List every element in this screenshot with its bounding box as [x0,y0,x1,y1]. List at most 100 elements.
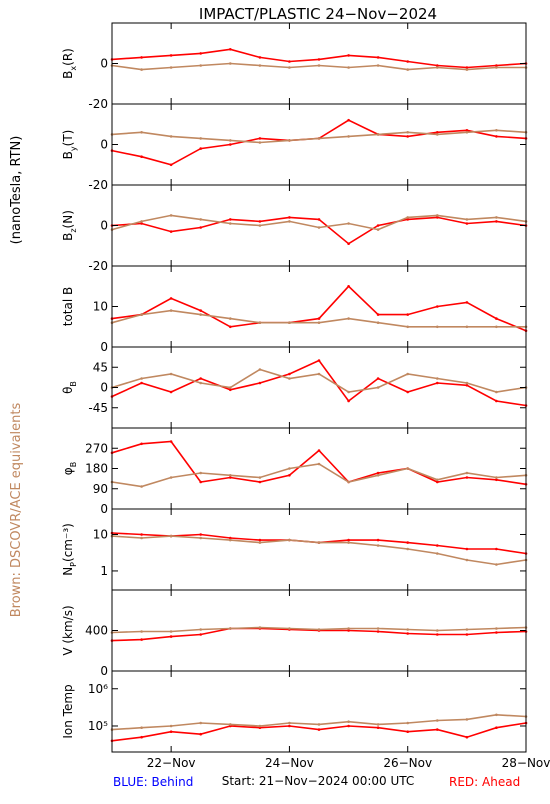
data-point [229,476,232,479]
data-point [140,377,143,380]
behind-legend: BLUE: Behind [113,775,193,789]
data-point [495,726,498,729]
data-point [258,220,262,223]
panel-frame [111,346,527,429]
y-axis-label: θB [61,381,78,394]
data-point [495,399,498,403]
y-axis-label-main: θ [61,387,75,394]
panel-theta: 45 0 -45 θB [61,346,528,429]
data-point [140,485,143,488]
data-point [406,216,410,219]
data-point [465,384,469,387]
y-axis-label-subscript: x [69,66,78,71]
data-point [406,60,410,63]
data-point [229,218,232,221]
data-point [376,386,380,389]
data-point [199,147,202,150]
data-point [317,541,321,544]
series-line-np-earth [111,535,527,566]
data-point [199,377,202,380]
data-point [376,627,380,630]
chart-title: IMPACT/PLASTIC 24−Nov−2024 [199,5,437,23]
data-point [140,222,143,225]
data-point [376,224,380,227]
data-point [317,226,321,229]
panel-frame [111,427,527,510]
y-axis-label-main: Ion Temp [61,684,75,738]
data-point [169,476,173,479]
y-tick-label: 0 [100,381,108,395]
data-point [199,732,202,736]
data-point [495,216,498,219]
y-tick-label: 10⁵ [88,719,108,733]
data-point [258,626,262,629]
data-point [199,721,202,725]
data-point [258,321,262,325]
data-point [229,139,232,142]
y-tick-label: 0 [100,502,108,516]
data-point [140,735,143,739]
data-point [465,131,469,134]
data-point [229,723,232,726]
series-line-by-ahead [111,119,527,166]
data-point [140,220,143,223]
data-point [288,538,291,542]
data-point [376,630,380,633]
x-tick-label: 22−Nov [147,756,196,770]
y-axis-label-suffix: (cm⁻³) [61,523,75,562]
data-point [317,218,321,221]
data-point [199,633,202,636]
data-point [347,629,350,632]
data-point [169,724,173,728]
y-axis-label-main: B [61,151,75,159]
data-point [229,388,232,392]
data-point [199,137,202,140]
data-point [258,224,262,227]
data-point [436,633,439,636]
panel-frame [111,22,527,105]
data-point [169,135,173,138]
y-tick-label: -20 [88,259,108,273]
data-point [465,68,469,71]
panel-np: 10 1 NP(cm⁻³) [61,508,528,591]
x-tick-label: 26−Nov [383,756,432,770]
data-point [199,226,202,229]
y-tick-label: 270 [85,441,108,455]
data-point [140,726,143,729]
data-point [288,377,291,380]
data-point [406,135,410,138]
series-line-bz-ahead [111,216,527,245]
series-line-by-earth [111,129,527,144]
data-point [199,218,202,221]
data-point [347,480,350,484]
y-tick-label: -20 [88,97,108,111]
data-point [465,129,469,132]
data-point [436,552,439,555]
data-point [288,60,291,63]
data-point [199,52,202,55]
data-point [169,630,173,633]
data-point [288,220,291,223]
data-point [406,632,410,635]
data-point [436,305,439,308]
data-point [465,381,469,385]
data-point [229,536,232,540]
data-point [169,440,173,443]
panel-frame [111,670,527,753]
data-point [347,135,350,138]
data-point [376,228,380,231]
y-tick-label: 0 [100,664,108,678]
y-tick-label: 10 [93,300,108,314]
panel-temp: 10⁶ 10⁵ Ion Temp [61,670,528,753]
data-point [465,66,469,69]
data-point [229,386,232,389]
data-point [229,325,232,329]
y-tick-label: 0 [100,138,108,152]
data-point [436,728,439,731]
data-point [199,480,202,484]
data-point [317,317,321,320]
data-point [376,471,380,475]
data-point [406,131,410,134]
data-point [347,222,350,225]
panel-btot: 10 0 total B [61,265,528,354]
